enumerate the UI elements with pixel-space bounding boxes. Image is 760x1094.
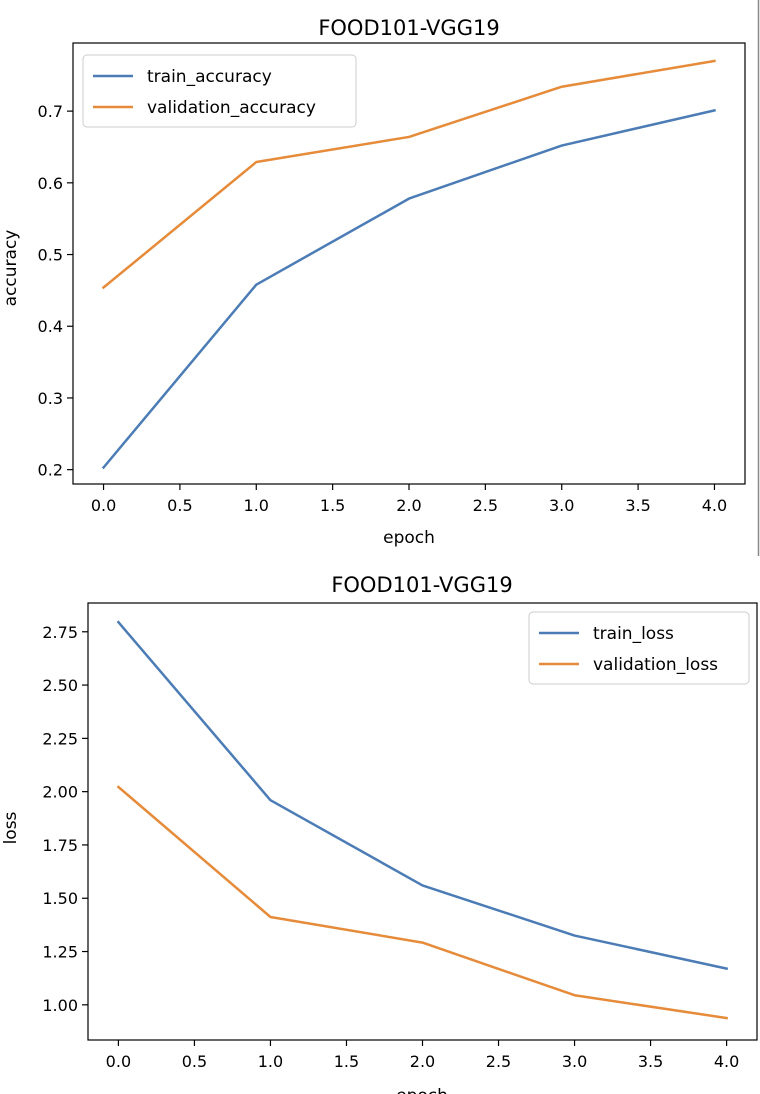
legend-label-validation: validation_loss	[593, 655, 718, 675]
x-tick-label: 1.5	[320, 496, 345, 515]
loss-chart-svg: FOOD101-VGG19 loss epoch 0.0 0.5 1.0 1.5 2.0…	[1, 573, 758, 1094]
x-tick-label: 0.0	[106, 1052, 131, 1071]
x-tick-label: 2.0	[410, 1052, 435, 1071]
x-tick-label: 4.0	[714, 1052, 739, 1071]
x-tick-label: 2.5	[473, 496, 498, 515]
legend-label-train: train_loss	[593, 624, 674, 644]
y-tick-label: 2.25	[42, 729, 78, 748]
accuracy-chart-svg: FOOD101-VGG19 accuracy epoch 0.0 0.5 1.0 1.…	[1, 0, 760, 556]
plot-frame	[87, 602, 758, 1041]
series-line-train	[116, 620, 729, 971]
y-tick-label: 2.75	[42, 623, 78, 642]
x-tick-label: 1.5	[334, 1052, 359, 1071]
y-tick-label: 0.2	[38, 461, 63, 480]
legend-box	[528, 611, 750, 685]
x-tick-label: 0.5	[167, 496, 192, 515]
plot-area: 0.0 0.5 1.0 1.5 2.0 2.5 3.0 3.5 4.0 1.00 1.25 1.50 1…	[42, 620, 739, 1071]
x-tick-label: 4.0	[702, 496, 727, 515]
x-axis-label: epoch	[383, 528, 435, 548]
y-tick-label: 2.00	[42, 783, 78, 802]
y-tick-label: 0.5	[38, 246, 63, 265]
x-tick-label: 0.0	[91, 496, 116, 515]
x-tick-label: 2.0	[396, 496, 421, 515]
x-tick-label: 2.5	[486, 1052, 511, 1071]
series-line-validation	[101, 59, 716, 290]
series-line-validation	[116, 785, 729, 1020]
plot-frame	[72, 42, 746, 485]
x-tick-label: 3.5	[638, 1052, 663, 1071]
y-tick-label: 1.75	[42, 836, 78, 855]
y-axis-label: accuracy	[1, 230, 21, 307]
y-tick-label: 0.3	[38, 389, 63, 408]
y-tick-label: 0.4	[38, 317, 63, 336]
x-tick-label: 3.0	[562, 1052, 587, 1071]
x-axis-label: epoch	[396, 1086, 448, 1094]
accuracy-chart: FOOD101-VGG19 accuracy epoch 0.0 0.5 1.0 1.…	[0, 0, 760, 556]
legend: train_loss validation_loss	[528, 611, 750, 685]
x-tick-label: 1.0	[258, 1052, 283, 1071]
chart-title: FOOD101-VGG19	[331, 573, 512, 597]
y-tick-label: 2.50	[42, 676, 78, 695]
x-tick-label: 0.5	[182, 1052, 207, 1071]
legend-box	[82, 54, 357, 128]
chart-title: FOOD101-VGG19	[318, 16, 499, 40]
y-tick-label: 1.00	[42, 996, 78, 1015]
y-tick-label: 1.25	[42, 943, 78, 962]
y-tick-label: 1.50	[42, 889, 78, 908]
legend-label-train: train_accuracy	[147, 67, 272, 87]
loss-chart: FOOD101-VGG19 loss epoch 0.0 0.5 1.0 1.5 2.0…	[0, 556, 760, 1094]
y-axis-label: loss	[1, 811, 21, 844]
x-tick-label: 3.5	[625, 496, 650, 515]
x-tick-label: 1.0	[244, 496, 269, 515]
series-line-train	[101, 108, 716, 470]
y-tick-label: 0.7	[38, 102, 63, 121]
x-tick-label: 3.0	[549, 496, 574, 515]
plot-area: 0.0 0.5 1.0 1.5 2.0 2.5 3.0 3.5 4.0 0.2 0.3 0.4 0.5 0…	[38, 59, 727, 515]
legend-label-validation: validation_accuracy	[147, 98, 316, 118]
y-tick-label: 0.6	[38, 174, 63, 193]
legend: train_accuracy validation_accuracy	[82, 54, 357, 128]
